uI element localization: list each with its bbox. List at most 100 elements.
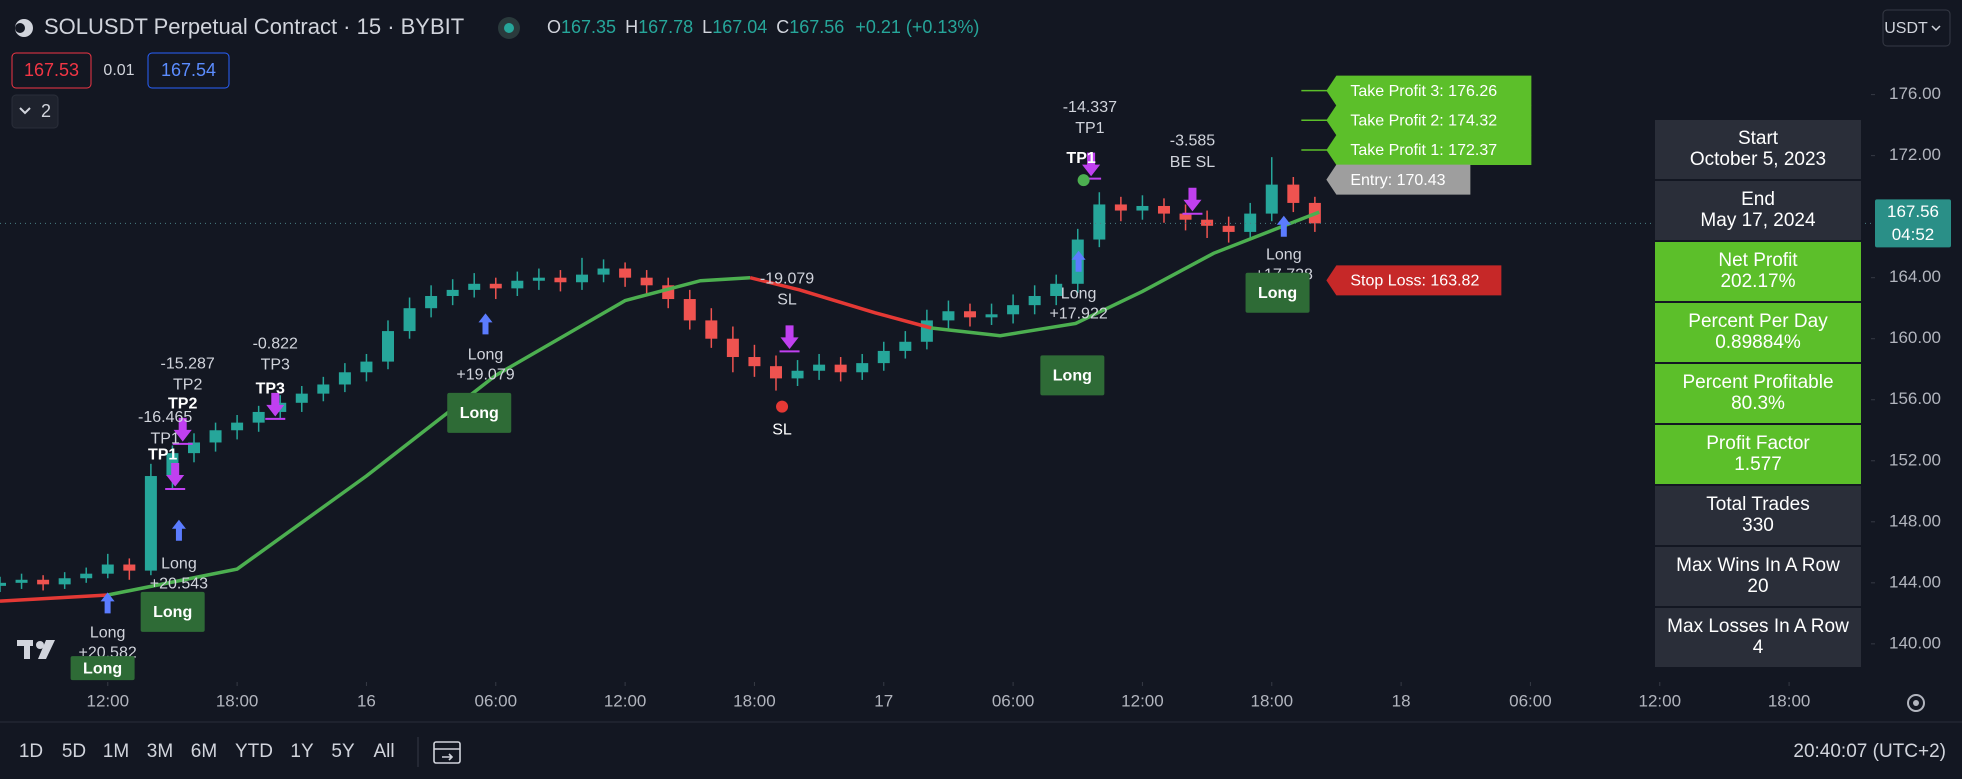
exit-arrow [1182, 187, 1203, 215]
range-button[interactable]: 1D [19, 741, 43, 762]
candle-body [1244, 213, 1257, 232]
x-tick-label: 18:00 [733, 691, 776, 710]
ohlc-value: 167.56 [789, 17, 844, 37]
stats-cell [1655, 364, 1861, 423]
stats-label: Net Profit [1718, 250, 1798, 271]
bid-price[interactable]: 167.53 [24, 60, 79, 80]
level-box [1326, 75, 1532, 106]
exit-label: BE SL [1170, 154, 1215, 171]
exit-pnl: -3.585 [1170, 133, 1215, 150]
candle-body [80, 573, 93, 579]
stats-value: 1.577 [1734, 454, 1782, 475]
x-tick-label: 18 [1392, 691, 1411, 710]
trend-line [749, 276, 932, 330]
settings-icon[interactable] [1907, 694, 1925, 712]
ohlc-legend: O167.35 H167.78 L167.04 C167.56 +0.21 (+… [547, 17, 979, 37]
entry-label: Long [468, 347, 504, 364]
exit-label: TP3 [261, 357, 290, 374]
x-tick-label: 12:00 [604, 691, 647, 710]
stats-cell [1655, 486, 1861, 545]
candle-body [468, 283, 481, 290]
stats-label: Percent Per Day [1688, 311, 1828, 332]
stats-value: 0.89884% [1715, 332, 1801, 353]
entry-arrow [1071, 250, 1086, 272]
ohlc-value: 167.35 [561, 17, 616, 37]
marker-label: TP1 [148, 447, 177, 464]
range-button[interactable]: 1M [103, 741, 129, 762]
candle-body [425, 295, 438, 309]
stats-label: Start [1738, 128, 1779, 149]
sell-button[interactable] [11, 52, 92, 89]
stats-value: May 17, 2024 [1700, 210, 1816, 231]
ohlc-key: H [625, 17, 638, 37]
candle-body [575, 274, 588, 283]
stats-cell [1655, 242, 1861, 301]
candle-body [683, 299, 696, 321]
entry-pnl: +19.079 [456, 367, 514, 384]
exit-pnl: -16.465 [138, 409, 192, 426]
entry-arrow [171, 519, 186, 541]
signal-box [447, 392, 512, 433]
currency-button[interactable] [1882, 9, 1951, 47]
exit-arrow [165, 462, 186, 490]
candle-body [1179, 213, 1192, 220]
range-button[interactable]: All [373, 741, 394, 762]
spread: 0.01 [103, 62, 134, 79]
price-axis [1871, 0, 1962, 682]
candle-body [187, 442, 200, 454]
signal-label: Long [1053, 368, 1092, 385]
x-tick-label: 18:00 [1768, 691, 1811, 710]
y-tick-label: 144.00 [1889, 572, 1941, 591]
candle-body [123, 564, 136, 571]
y-tick-label: 164.00 [1889, 267, 1941, 286]
level-label: Take Profit 3: 176.26 [1350, 83, 1497, 100]
range-button[interactable]: 6M [191, 741, 217, 762]
ask-price[interactable]: 167.54 [161, 60, 216, 80]
stats-cell [1655, 303, 1861, 362]
stats-cell [1655, 120, 1861, 179]
stats-value: October 5, 2023 [1690, 149, 1826, 170]
buy-button[interactable] [147, 52, 230, 89]
candle-body [597, 268, 610, 275]
candle-body [1287, 184, 1300, 203]
range-button[interactable]: 5D [62, 741, 86, 762]
candle-body [748, 357, 761, 367]
level-label: Take Profit 1: 172.37 [1350, 142, 1497, 159]
stats-label: Max Losses In A Row [1667, 616, 1849, 637]
candle-body [58, 578, 71, 585]
marker-label: TP1 [1066, 150, 1095, 167]
symbol-title[interactable]: SOLUSDT Perpetual Contract · 15 · BYBIT [44, 14, 464, 39]
x-tick-label: 06:00 [1509, 691, 1552, 710]
candle-body [791, 370, 804, 379]
candle-body [619, 268, 632, 278]
candle-body [813, 364, 826, 371]
entry-label: Long [1266, 246, 1302, 263]
candle-body [0, 582, 6, 586]
indicator-toggle[interactable] [11, 94, 59, 129]
stats-label: Profit Factor [1706, 433, 1810, 454]
ohlc-key: L [702, 17, 712, 37]
stats-label: Percent Profitable [1682, 372, 1833, 393]
calendar-icon[interactable] [433, 741, 461, 764]
level-label: Stop Loss: 163.82 [1350, 273, 1479, 290]
y-tick-label: 160.00 [1889, 328, 1941, 347]
status-icon [498, 17, 520, 39]
candle-body [1222, 225, 1235, 232]
candle-body [1028, 295, 1041, 306]
entry-pnl: +17.922 [1049, 305, 1107, 322]
range-button[interactable]: YTD [235, 741, 273, 762]
chevron-icon [1931, 25, 1941, 32]
last-price-tag [1875, 199, 1951, 248]
candle-body [489, 283, 502, 289]
range-button[interactable]: 3M [147, 741, 173, 762]
signal-box [70, 656, 135, 681]
range-button[interactable]: 1Y [290, 741, 314, 762]
clock: 20:40:07 (UTC+2) [1793, 741, 1946, 762]
sl-dot [776, 400, 789, 413]
y-tick-label: 148.00 [1889, 511, 1941, 530]
marker-label: SL [772, 422, 792, 439]
range-button[interactable]: 5Y [331, 741, 355, 762]
marker-label: TP3 [256, 380, 285, 397]
exit-label: TP1 [1075, 120, 1104, 137]
